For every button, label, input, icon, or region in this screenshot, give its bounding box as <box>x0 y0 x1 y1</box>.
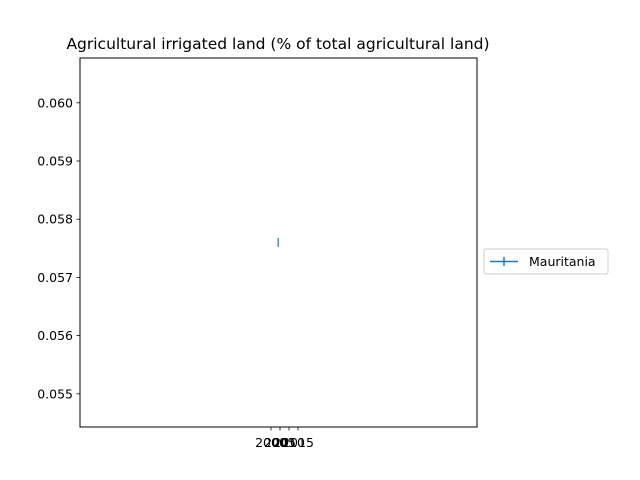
y-tick-label: 0.057 <box>37 270 73 285</box>
x-tick-label: 2015 <box>282 435 314 450</box>
y-tick-label: 0.055 <box>37 386 73 401</box>
x-tick-label: 2000 <box>255 435 287 450</box>
y-tick-label: 0.056 <box>37 328 73 343</box>
y-tick-label: 0.058 <box>37 212 73 227</box>
y-axis: 0.055 0.056 0.057 0.058 0.059 0.060 <box>37 95 80 401</box>
legend: Mauritania <box>483 248 609 275</box>
x-tick-label: 2005 <box>264 435 296 450</box>
y-tick-label: 0.059 <box>37 154 73 169</box>
legend-box <box>483 248 609 275</box>
chart-title: Agricultural irrigated land (% of total … <box>66 35 489 53</box>
y-tick-label: 0.060 <box>37 95 73 110</box>
x-tick-label: 2010 <box>273 435 305 450</box>
legend-label-mauritania: Mauritania <box>529 254 596 269</box>
